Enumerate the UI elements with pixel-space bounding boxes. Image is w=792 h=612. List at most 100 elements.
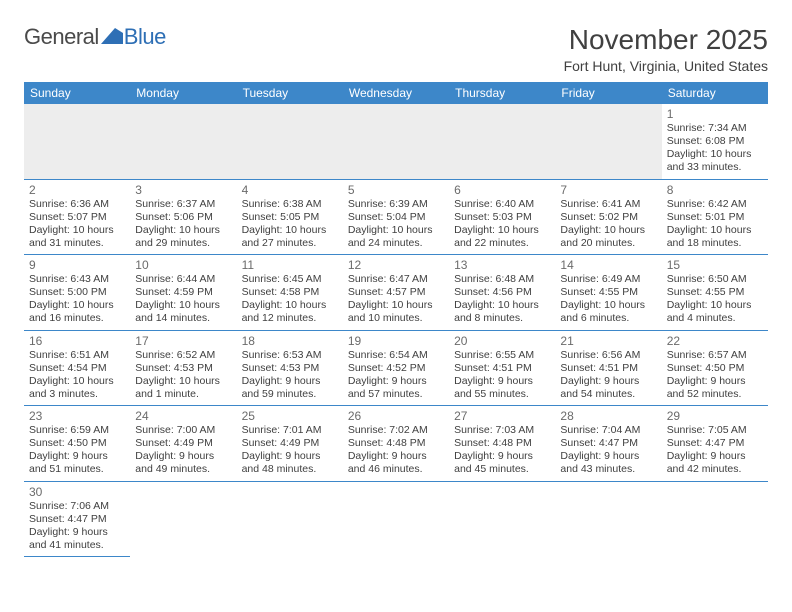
day-info: Sunrise: 7:06 AMSunset: 4:47 PMDaylight:…	[29, 500, 125, 553]
day-number: 2	[29, 183, 125, 197]
day-number: 12	[348, 258, 444, 272]
calendar-cell: 4Sunrise: 6:38 AMSunset: 5:05 PMDaylight…	[237, 179, 343, 255]
day-number: 11	[242, 258, 338, 272]
calendar-cell: 28Sunrise: 7:04 AMSunset: 4:47 PMDayligh…	[555, 406, 661, 482]
calendar-cell: 8Sunrise: 6:42 AMSunset: 5:01 PMDaylight…	[662, 179, 768, 255]
calendar-cell	[130, 104, 236, 179]
day-number: 9	[29, 258, 125, 272]
calendar-cell	[24, 104, 130, 179]
calendar-cell	[449, 104, 555, 179]
calendar-cell	[555, 104, 661, 179]
day-info: Sunrise: 6:36 AMSunset: 5:07 PMDaylight:…	[29, 198, 125, 251]
day-info: Sunrise: 6:56 AMSunset: 4:51 PMDaylight:…	[560, 349, 656, 402]
calendar-cell: 14Sunrise: 6:49 AMSunset: 4:55 PMDayligh…	[555, 255, 661, 331]
month-title: November 2025	[564, 24, 768, 56]
day-number: 20	[454, 334, 550, 348]
calendar-cell: 26Sunrise: 7:02 AMSunset: 4:48 PMDayligh…	[343, 406, 449, 482]
calendar-cell: 7Sunrise: 6:41 AMSunset: 5:02 PMDaylight…	[555, 179, 661, 255]
day-info: Sunrise: 6:59 AMSunset: 4:50 PMDaylight:…	[29, 424, 125, 477]
day-info: Sunrise: 6:43 AMSunset: 5:00 PMDaylight:…	[29, 273, 125, 326]
day-number: 6	[454, 183, 550, 197]
day-info: Sunrise: 7:05 AMSunset: 4:47 PMDaylight:…	[667, 424, 763, 477]
calendar-table: Sunday Monday Tuesday Wednesday Thursday…	[24, 82, 768, 557]
day-number: 28	[560, 409, 656, 423]
calendar-cell: 3Sunrise: 6:37 AMSunset: 5:06 PMDaylight…	[130, 179, 236, 255]
weekday-header: Wednesday	[343, 82, 449, 104]
calendar-cell: 21Sunrise: 6:56 AMSunset: 4:51 PMDayligh…	[555, 330, 661, 406]
calendar-cell	[343, 104, 449, 179]
calendar-cell: 23Sunrise: 6:59 AMSunset: 4:50 PMDayligh…	[24, 406, 130, 482]
day-number: 7	[560, 183, 656, 197]
calendar-cell: 30Sunrise: 7:06 AMSunset: 4:47 PMDayligh…	[24, 481, 130, 557]
calendar-cell: 5Sunrise: 6:39 AMSunset: 5:04 PMDaylight…	[343, 179, 449, 255]
weekday-header: Friday	[555, 82, 661, 104]
day-info: Sunrise: 6:48 AMSunset: 4:56 PMDaylight:…	[454, 273, 550, 326]
calendar-week: 2Sunrise: 6:36 AMSunset: 5:07 PMDaylight…	[24, 179, 768, 255]
calendar-cell: 6Sunrise: 6:40 AMSunset: 5:03 PMDaylight…	[449, 179, 555, 255]
weekday-header: Sunday	[24, 82, 130, 104]
day-info: Sunrise: 6:55 AMSunset: 4:51 PMDaylight:…	[454, 349, 550, 402]
day-number: 23	[29, 409, 125, 423]
logo-mark-icon	[101, 24, 123, 50]
calendar-cell: 2Sunrise: 6:36 AMSunset: 5:07 PMDaylight…	[24, 179, 130, 255]
day-number: 15	[667, 258, 763, 272]
calendar-cell	[343, 481, 449, 557]
calendar-week: 1Sunrise: 7:34 AMSunset: 6:08 PMDaylight…	[24, 104, 768, 179]
day-number: 22	[667, 334, 763, 348]
day-info: Sunrise: 7:00 AMSunset: 4:49 PMDaylight:…	[135, 424, 231, 477]
calendar-cell: 13Sunrise: 6:48 AMSunset: 4:56 PMDayligh…	[449, 255, 555, 331]
day-number: 18	[242, 334, 338, 348]
day-number: 5	[348, 183, 444, 197]
day-number: 1	[667, 107, 763, 121]
day-info: Sunrise: 6:47 AMSunset: 4:57 PMDaylight:…	[348, 273, 444, 326]
day-info: Sunrise: 7:03 AMSunset: 4:48 PMDaylight:…	[454, 424, 550, 477]
day-number: 4	[242, 183, 338, 197]
day-number: 25	[242, 409, 338, 423]
weekday-header: Thursday	[449, 82, 555, 104]
weekday-row: Sunday Monday Tuesday Wednesday Thursday…	[24, 82, 768, 104]
day-number: 16	[29, 334, 125, 348]
calendar-cell: 9Sunrise: 6:43 AMSunset: 5:00 PMDaylight…	[24, 255, 130, 331]
day-number: 13	[454, 258, 550, 272]
day-number: 19	[348, 334, 444, 348]
day-number: 21	[560, 334, 656, 348]
location: Fort Hunt, Virginia, United States	[564, 58, 768, 74]
day-info: Sunrise: 6:51 AMSunset: 4:54 PMDaylight:…	[29, 349, 125, 402]
day-number: 8	[667, 183, 763, 197]
day-info: Sunrise: 6:39 AMSunset: 5:04 PMDaylight:…	[348, 198, 444, 251]
header: General Blue November 2025 Fort Hunt, Vi…	[24, 24, 768, 74]
day-info: Sunrise: 7:04 AMSunset: 4:47 PMDaylight:…	[560, 424, 656, 477]
day-number: 26	[348, 409, 444, 423]
calendar-cell: 11Sunrise: 6:45 AMSunset: 4:58 PMDayligh…	[237, 255, 343, 331]
day-number: 14	[560, 258, 656, 272]
logo-text-left: General	[24, 24, 99, 50]
calendar-cell	[449, 481, 555, 557]
logo: General Blue	[24, 24, 166, 50]
calendar-cell: 19Sunrise: 6:54 AMSunset: 4:52 PMDayligh…	[343, 330, 449, 406]
calendar-cell	[237, 104, 343, 179]
weekday-header: Saturday	[662, 82, 768, 104]
calendar-cell: 10Sunrise: 6:44 AMSunset: 4:59 PMDayligh…	[130, 255, 236, 331]
calendar-cell	[237, 481, 343, 557]
day-number: 24	[135, 409, 231, 423]
logo-text-right: Blue	[124, 24, 166, 50]
day-number: 30	[29, 485, 125, 499]
day-number: 10	[135, 258, 231, 272]
calendar-cell: 18Sunrise: 6:53 AMSunset: 4:53 PMDayligh…	[237, 330, 343, 406]
day-info: Sunrise: 6:42 AMSunset: 5:01 PMDaylight:…	[667, 198, 763, 251]
day-number: 3	[135, 183, 231, 197]
calendar-cell	[555, 481, 661, 557]
day-info: Sunrise: 6:50 AMSunset: 4:55 PMDaylight:…	[667, 273, 763, 326]
day-number: 27	[454, 409, 550, 423]
day-info: Sunrise: 6:49 AMSunset: 4:55 PMDaylight:…	[560, 273, 656, 326]
calendar-cell: 24Sunrise: 7:00 AMSunset: 4:49 PMDayligh…	[130, 406, 236, 482]
day-number: 17	[135, 334, 231, 348]
day-info: Sunrise: 6:53 AMSunset: 4:53 PMDaylight:…	[242, 349, 338, 402]
calendar-cell: 25Sunrise: 7:01 AMSunset: 4:49 PMDayligh…	[237, 406, 343, 482]
day-info: Sunrise: 6:38 AMSunset: 5:05 PMDaylight:…	[242, 198, 338, 251]
day-info: Sunrise: 6:54 AMSunset: 4:52 PMDaylight:…	[348, 349, 444, 402]
calendar-cell	[130, 481, 236, 557]
weekday-header: Tuesday	[237, 82, 343, 104]
calendar-cell: 27Sunrise: 7:03 AMSunset: 4:48 PMDayligh…	[449, 406, 555, 482]
day-info: Sunrise: 7:01 AMSunset: 4:49 PMDaylight:…	[242, 424, 338, 477]
